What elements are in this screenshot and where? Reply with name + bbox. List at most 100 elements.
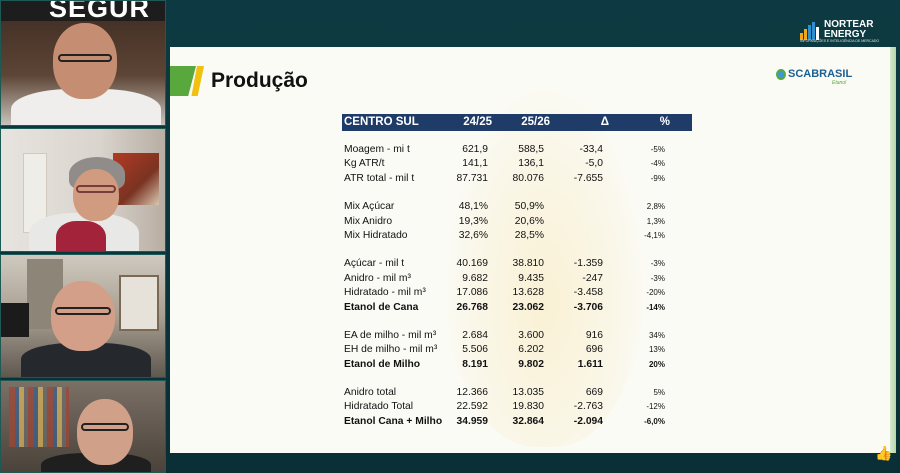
row-label: Etanol de Cana bbox=[344, 301, 419, 313]
value-2526: 23.062 bbox=[512, 301, 545, 313]
value-percent: -4,1% bbox=[644, 230, 665, 240]
nortear-energy-logo: NORTEAR ENERGY INFORMAÇÕES E INTELIGÊNCI… bbox=[800, 18, 886, 44]
table-row: Etanol de Cana 26.768 23.062 -3.706 -14% bbox=[342, 301, 692, 315]
value-2526: 136,1 bbox=[518, 158, 544, 170]
value-2425: 48,1% bbox=[458, 201, 488, 213]
row-label: Mix Anidro bbox=[344, 215, 393, 227]
value-2425: 34.959 bbox=[456, 415, 489, 427]
value-2425: 32,6% bbox=[458, 229, 488, 241]
value-delta: -3.706 bbox=[573, 301, 603, 313]
value-percent: 13% bbox=[648, 345, 665, 355]
sca-logo-text: SCABRASIL bbox=[788, 68, 853, 80]
row-label: Mix Hidratado bbox=[344, 229, 408, 241]
value-2526: 80.076 bbox=[512, 172, 545, 184]
sca-logo-subtext: Etanol bbox=[832, 80, 847, 86]
row-label: ATR total - mil t bbox=[344, 172, 415, 184]
row-label: Hidratado - mil m³ bbox=[344, 287, 426, 299]
scabrasil-logo: SCABRASIL Etanol bbox=[776, 67, 854, 89]
shared-slide: Produção SCABRASIL Etanol CENTRO SUL 24/… bbox=[170, 47, 896, 453]
video-tile-3[interactable] bbox=[0, 254, 166, 378]
row-label: Etanol de Milho bbox=[344, 358, 421, 370]
value-percent: -9% bbox=[650, 173, 665, 183]
value-2526: 20,6% bbox=[514, 215, 544, 227]
row-label: Kg ATR/t bbox=[344, 158, 385, 170]
value-delta: 669 bbox=[585, 387, 603, 399]
table-row: Etanol de Milho 8.191 9.802 1.611 20% bbox=[342, 358, 692, 372]
video-tile-2[interactable] bbox=[0, 128, 166, 252]
value-percent: 20% bbox=[648, 359, 665, 369]
value-delta: -3.458 bbox=[573, 287, 603, 299]
table-row: Mix Hidratado 32,6% 28,5% -4,1% bbox=[342, 229, 692, 243]
value-delta: -247 bbox=[582, 272, 603, 284]
bar-chart-icon bbox=[800, 22, 822, 40]
header-region: CENTRO SUL bbox=[344, 116, 419, 128]
value-2526: 9.802 bbox=[518, 358, 544, 370]
value-2425: 5.506 bbox=[462, 344, 488, 356]
value-percent: -12% bbox=[646, 402, 665, 412]
table-body: Moagem - mi t 621,9 588,5 -33,4 -5% Kg ATR/t 1… bbox=[342, 131, 692, 429]
value-delta: -1.359 bbox=[573, 258, 603, 270]
brand-name: NORTEAR ENERGY bbox=[824, 19, 874, 40]
group-spacer bbox=[342, 131, 692, 143]
value-delta: -2.763 bbox=[573, 401, 603, 413]
row-label: EH de milho - mil m³ bbox=[344, 344, 438, 356]
glasses-icon bbox=[55, 307, 111, 315]
value-2526: 50,9% bbox=[514, 201, 544, 213]
value-percent: -6,0% bbox=[644, 416, 665, 426]
value-2425: 17.086 bbox=[456, 287, 489, 299]
value-2425: 12.366 bbox=[456, 387, 489, 399]
group-spacer bbox=[342, 372, 692, 386]
value-percent: -3% bbox=[650, 273, 665, 283]
value-percent: 5% bbox=[653, 388, 665, 398]
table-row: ATR total - mil t 87.731 80.076 -7.655 -9% bbox=[342, 172, 692, 186]
value-delta: 1.611 bbox=[577, 358, 603, 370]
thumbs-up-glyph: 👍 bbox=[875, 445, 893, 461]
glasses-icon bbox=[58, 54, 112, 62]
table-header: CENTRO SUL 24/25 25/26 Δ % bbox=[342, 114, 692, 131]
value-2526: 588,5 bbox=[518, 144, 544, 155]
header-2526: 25/26 bbox=[521, 116, 550, 128]
table-row: Etanol Cana + Milho 34.959 32.864 -2.094 -6,… bbox=[342, 415, 692, 429]
value-2425: 19,3% bbox=[458, 215, 488, 227]
video-tile-1[interactable]: SEGUR bbox=[0, 0, 166, 126]
slide-title: Produção bbox=[211, 69, 308, 92]
header-delta: Δ bbox=[600, 116, 609, 128]
table-row: Kg ATR/t 141,1 136,1 -5,0 -4% bbox=[342, 157, 692, 171]
glasses-icon bbox=[76, 185, 116, 193]
table-row: Mix Anidro 19,3% 20,6% 1,3% bbox=[342, 215, 692, 229]
glasses-icon bbox=[81, 423, 129, 431]
table-row: Hidratado - mil m³ 17.086 13.628 -3.458 -20% bbox=[342, 286, 692, 300]
value-percent: -5% bbox=[650, 145, 665, 154]
value-delta: 696 bbox=[585, 344, 603, 356]
value-delta: -2.094 bbox=[573, 415, 603, 427]
table-row: Hidratado Total 22.592 19.830 -2.763 -12% bbox=[342, 400, 692, 414]
production-table: CENTRO SUL 24/25 25/26 Δ % Moagem - mi t… bbox=[342, 114, 692, 429]
value-delta: -33,4 bbox=[579, 144, 603, 155]
value-2526: 38.810 bbox=[512, 258, 545, 270]
value-percent: -14% bbox=[646, 302, 665, 312]
table-row: Moagem - mi t 621,9 588,5 -33,4 -5% bbox=[342, 143, 692, 157]
row-label: Hidratado Total bbox=[344, 401, 414, 413]
value-delta: -5,0 bbox=[585, 158, 603, 170]
participant-shirt bbox=[56, 221, 106, 251]
row-label: EA de milho - mil m³ bbox=[344, 329, 437, 341]
value-percent: -4% bbox=[650, 159, 665, 169]
value-percent: -3% bbox=[650, 259, 665, 269]
title-accent-green bbox=[170, 66, 196, 96]
value-2526: 13.035 bbox=[512, 387, 545, 399]
group-spacer bbox=[342, 243, 692, 257]
row-label: Etanol Cana + Milho bbox=[344, 415, 443, 427]
value-2526: 19.830 bbox=[512, 401, 545, 413]
row-label: Anidro - mil m³ bbox=[344, 272, 411, 284]
value-2526: 9.435 bbox=[518, 272, 544, 284]
slide-edge-strip bbox=[890, 47, 896, 453]
piano bbox=[1, 303, 29, 337]
drop-icon bbox=[776, 69, 786, 80]
video-tile-4[interactable] bbox=[0, 380, 166, 473]
value-2425: 22.592 bbox=[456, 401, 489, 413]
value-2425: 87.731 bbox=[456, 172, 489, 184]
value-percent: 34% bbox=[648, 330, 665, 340]
value-2526: 28,5% bbox=[514, 229, 544, 241]
thumbs-up-icon[interactable]: 👍 bbox=[874, 445, 894, 467]
window bbox=[119, 275, 159, 331]
